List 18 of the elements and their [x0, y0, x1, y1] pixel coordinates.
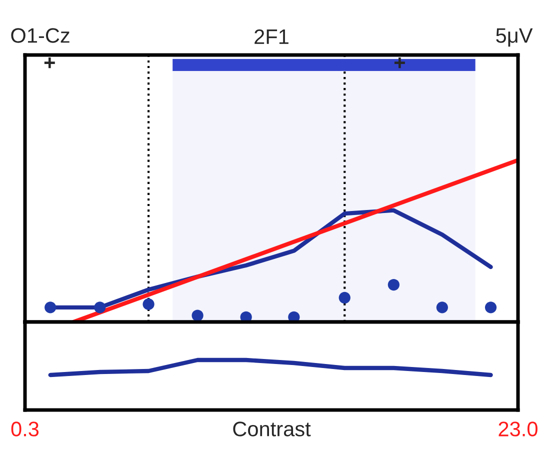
- point: [142, 298, 154, 310]
- point: [240, 311, 252, 322]
- x-axis-title: Contrast: [233, 422, 311, 436]
- x-tick-label: 0.3: [11, 422, 39, 436]
- x-tick-label: 23.0: [498, 422, 538, 436]
- chart-title: 2F1: [254, 29, 288, 44]
- point: [338, 292, 350, 304]
- point: [44, 302, 56, 314]
- point: [388, 278, 400, 291]
- point: [192, 310, 204, 322]
- point: [94, 302, 106, 314]
- text: +: [44, 58, 55, 68]
- text: O1-Cz: [11, 28, 70, 43]
- point: [436, 302, 448, 314]
- text: +: [394, 58, 405, 68]
- point: [288, 311, 300, 322]
- point: [484, 302, 497, 314]
- text: 5μV: [496, 28, 533, 47]
